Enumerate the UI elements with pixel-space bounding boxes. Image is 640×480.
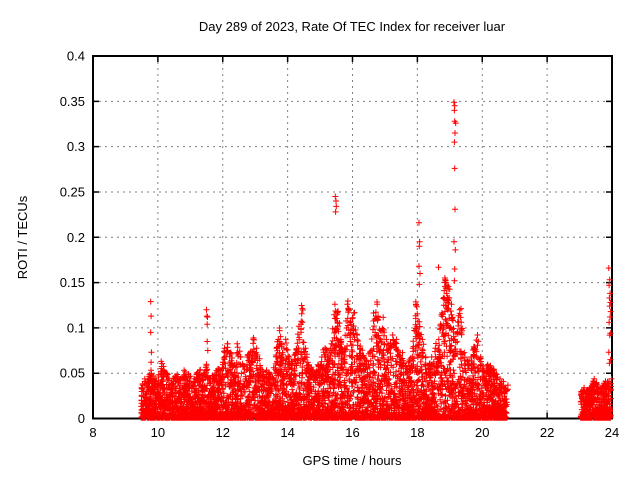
y-tick-label: 0.1: [67, 320, 85, 335]
y-tick-labels: 0 0.05 0.1 0.15 0.2 0.25 0.3 0.35 0.4: [60, 49, 85, 427]
y-tick-label: 0.05: [60, 366, 85, 381]
x-tick-label: 12: [216, 425, 230, 440]
x-tick-label: 10: [151, 425, 165, 440]
x-tick-label: 18: [410, 425, 424, 440]
y-tick-label: 0: [78, 411, 85, 426]
x-tick-label: 8: [89, 425, 96, 440]
y-tick-label: 0.35: [60, 94, 85, 109]
y-tick-label: 0.25: [60, 184, 85, 199]
y-tick-label: 0.4: [67, 49, 85, 64]
y-tick-label: 0.15: [60, 275, 85, 290]
x-tick-label: 22: [540, 425, 554, 440]
x-tick-label: 20: [475, 425, 489, 440]
roti-data-points: [138, 99, 615, 421]
y-tick-label: 0.3: [67, 139, 85, 154]
x-tick-labels: 8 10 12 14 16 18 20 22 24: [89, 425, 619, 440]
x-tick-label: 24: [605, 425, 619, 440]
x-axis-label: GPS time / hours: [303, 453, 402, 468]
y-tick-label: 0.2: [67, 230, 85, 245]
x-tick-label: 14: [280, 425, 294, 440]
x-tick-label: 16: [345, 425, 359, 440]
chart-title: Day 289 of 2023, Rate Of TEC Index for r…: [199, 19, 506, 34]
y-axis-label: ROTI / TECUs: [15, 195, 30, 279]
